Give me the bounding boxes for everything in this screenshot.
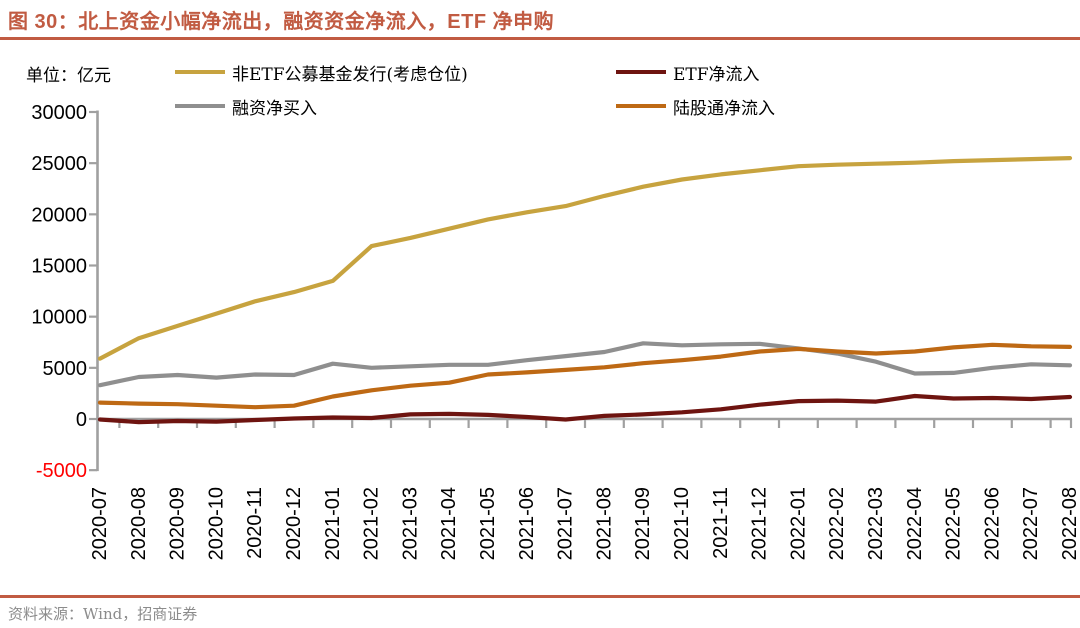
figure-title: 图 30：北上资金小幅净流出，融资资金净流入，ETF 净申购 <box>8 11 555 33</box>
legend-item-northbound-netflow: 陆股通净流入 <box>616 94 775 119</box>
legend-swatch-etf-netflow <box>616 69 666 75</box>
x-tick-label: 2021-09 <box>632 487 654 560</box>
x-tick-label: 2021-04 <box>438 487 460 560</box>
x-tick-label: 2021-08 <box>593 487 615 560</box>
x-tick-label: 2020-08 <box>128 487 150 560</box>
series-line-1 <box>97 393 1073 425</box>
x-tick-label: 2022-03 <box>865 487 887 560</box>
y-tick-label: 20000 <box>31 204 87 226</box>
legend-label-non-etf-fund: 非ETF公募基金发行(考虑仓位) <box>232 64 468 85</box>
x-tick-label: 2020-12 <box>283 487 305 560</box>
x-tick-label: 2021-10 <box>671 487 693 560</box>
legend-swatch-non-etf-fund <box>175 69 225 75</box>
x-tick-label: 2021-12 <box>749 487 771 560</box>
x-tick-label: 2021-01 <box>322 487 344 560</box>
source-divider <box>0 595 1080 598</box>
chart-plot: 300002500020000150001000050000-50002020-… <box>31 102 1080 560</box>
x-tick-label: 2020-10 <box>205 487 227 560</box>
x-tick-label: 2022-06 <box>981 487 1003 560</box>
x-tick-label: 2022-02 <box>826 487 848 560</box>
legend-item-etf-netflow: ETF净流入 <box>616 60 760 85</box>
x-tick-label: 2022-08 <box>1059 487 1080 560</box>
x-tick-label: 2020-07 <box>89 487 111 560</box>
x-tick-label: 2021-02 <box>361 487 383 560</box>
y-tick-label: -5000 <box>36 460 87 482</box>
x-tick-label: 2022-07 <box>1020 487 1042 560</box>
x-tick-label: 2021-07 <box>555 487 577 560</box>
x-tick-label: 2022-04 <box>904 487 926 560</box>
legend-label-etf-netflow: ETF净流入 <box>673 64 760 85</box>
title-divider <box>0 37 1080 40</box>
y-tick-label: 0 <box>76 409 87 431</box>
series-line-2 <box>97 341 1073 388</box>
x-tick-label: 2021-11 <box>710 487 732 559</box>
x-tick-label: 2022-01 <box>787 487 809 560</box>
x-tick-label: 2021-03 <box>399 487 421 560</box>
series-line-3 <box>97 342 1073 410</box>
x-tick-label: 2020-09 <box>167 487 189 560</box>
legend-swatch-northbound-netflow <box>616 103 666 109</box>
legend-item-margin-net-buy: 融资净买入 <box>175 94 317 119</box>
x-tick-label: 2022-05 <box>943 487 965 560</box>
x-tick-label: 2021-06 <box>516 487 538 560</box>
legend-swatch-margin-net-buy <box>175 103 225 109</box>
y-tick-label: 25000 <box>31 153 87 175</box>
y-tick-label: 15000 <box>31 256 87 278</box>
y-tick-label: 30000 <box>31 102 87 124</box>
legend-item-non-etf-fund: 非ETF公募基金发行(考虑仓位) <box>175 60 468 85</box>
series-line-0 <box>97 156 1073 361</box>
x-tick-label: 2020-11 <box>244 487 266 559</box>
legend-label-northbound-netflow: 陆股通净流入 <box>673 98 775 119</box>
legend-label-margin-net-buy: 融资净买入 <box>232 98 317 119</box>
y-tick-label: 5000 <box>43 358 88 380</box>
x-tick-label: 2021-05 <box>477 487 499 560</box>
y-tick-label: 10000 <box>31 307 87 329</box>
source-label: 资料来源：Wind，招商证券 <box>8 605 198 623</box>
unit-label: 单位：亿元 <box>26 66 111 86</box>
